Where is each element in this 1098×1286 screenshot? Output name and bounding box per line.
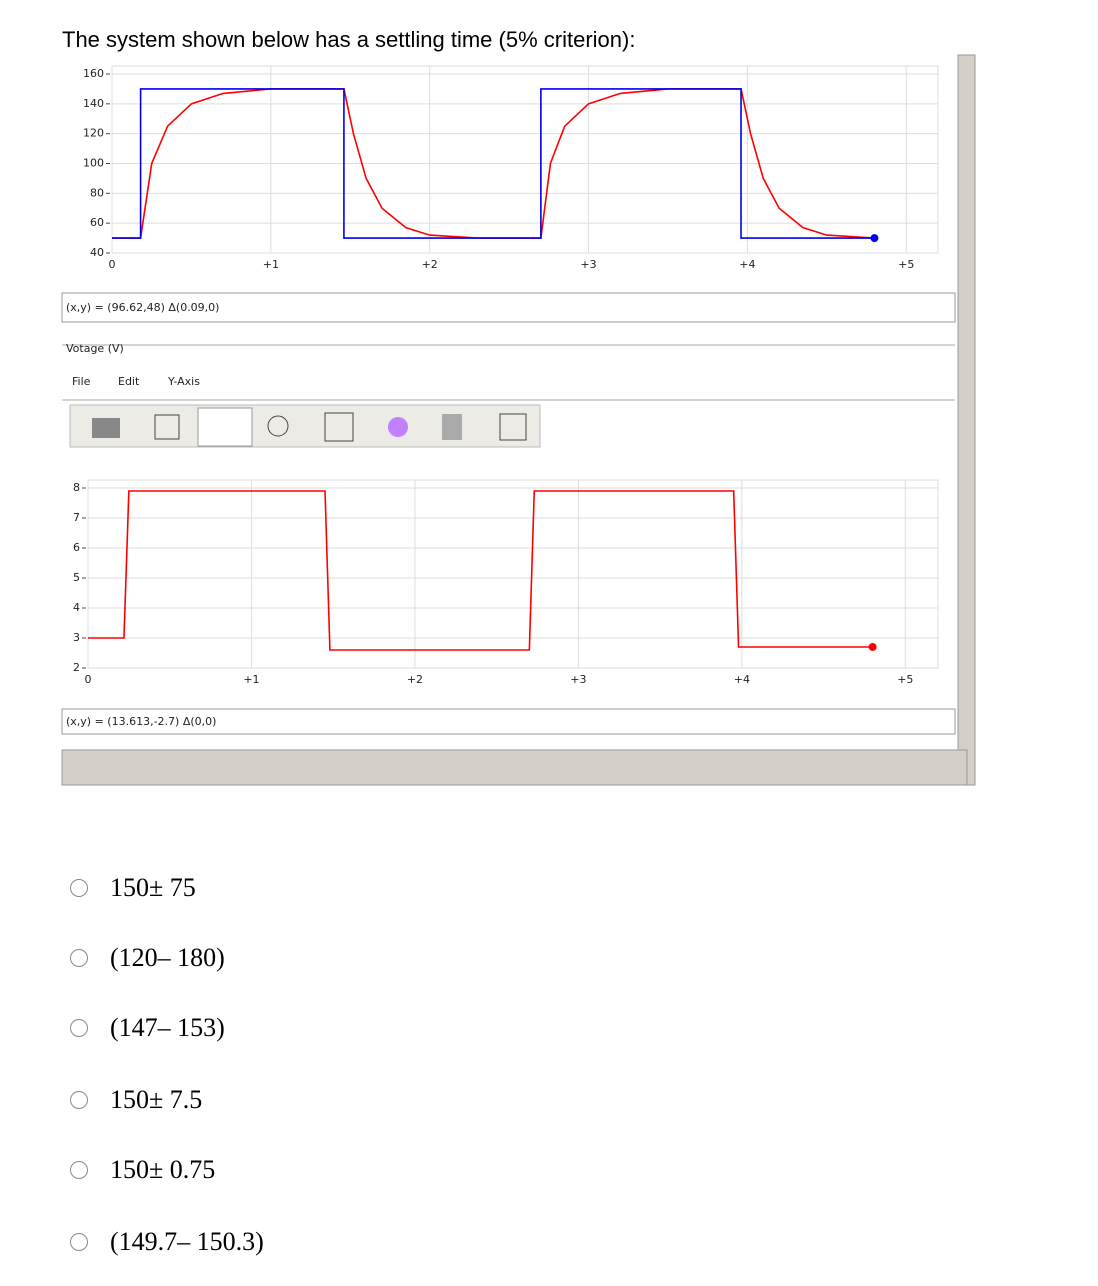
status-box: [61, 292, 956, 323]
radio[interactable]: [70, 879, 88, 897]
option[interactable]: 150± 7.5: [70, 1085, 202, 1115]
x-tick-label: +2: [407, 673, 423, 686]
option[interactable]: (147– 153): [70, 1013, 225, 1043]
x-tick-label: +5: [897, 673, 913, 686]
y-tick-label: 80: [90, 186, 104, 199]
option[interactable]: (120– 180): [70, 943, 225, 973]
panel-title: Votage (V): [66, 342, 124, 355]
footer-bar: [61, 749, 968, 786]
y-tick-label: 4: [73, 601, 80, 614]
tool-icon[interactable]: [442, 414, 462, 440]
x-tick-label: +3: [580, 258, 596, 271]
y-tick-label: 5: [73, 571, 80, 584]
option-label[interactable]: (147– 153): [110, 1013, 225, 1042]
y-tick-label: 120: [83, 127, 104, 140]
x-tick-label: +2: [422, 258, 438, 271]
screenshot: (x,y) = (96.62,48) Δ(0.09,0) Votage (V) …: [60, 54, 976, 786]
x-tick-label: +3: [570, 673, 586, 686]
y-tick-label: 40: [90, 246, 104, 259]
y-tick-label: 60: [90, 216, 104, 229]
toolbar: [69, 404, 541, 448]
tool-icon[interactable]: [267, 415, 289, 437]
scrollbar: [957, 54, 976, 786]
option-label[interactable]: (149.7– 150.3): [110, 1227, 264, 1256]
x-tick-label: +1: [243, 673, 259, 686]
x-tick-label: +4: [734, 673, 750, 686]
y-tick-label: 6: [73, 541, 80, 554]
option-label[interactable]: (120– 180): [110, 943, 225, 972]
status: (x,y) = (13.613,-2.7) Δ(0,0): [66, 715, 216, 728]
x-tick-label: 0: [109, 258, 116, 271]
y-tick-label: 140: [83, 97, 104, 110]
menu-item[interactable]: Edit: [118, 375, 140, 388]
radio[interactable]: [70, 1161, 88, 1179]
line: [88, 490, 873, 651]
end-marker: [870, 234, 879, 243]
end-marker: [868, 643, 877, 651]
radio[interactable]: [70, 1233, 88, 1251]
menu-item[interactable]: File: [72, 375, 91, 388]
radio[interactable]: [70, 1019, 88, 1037]
y-tick-label: 7: [73, 511, 80, 524]
x-tick-label: +1: [263, 258, 279, 271]
option-label[interactable]: 150± 7.5: [110, 1085, 203, 1114]
tool-icon[interactable]: [154, 414, 180, 440]
radio[interactable]: [70, 1091, 88, 1109]
tool-icon[interactable]: [324, 412, 354, 442]
option-label[interactable]: 150± 0.75: [110, 1155, 216, 1184]
tool-icon[interactable]: [197, 407, 253, 447]
question: The system shown below has a settling ti…: [62, 27, 636, 52]
option[interactable]: 150± 0.75: [70, 1155, 215, 1185]
tool-icon[interactable]: [499, 413, 527, 441]
option-label[interactable]: 150± 75: [110, 873, 196, 902]
status-box: [61, 708, 956, 735]
tool-icon[interactable]: [388, 417, 408, 437]
y-tick-label: 160: [83, 67, 104, 80]
x-tick-label: +5: [898, 258, 914, 271]
x-tick-label: +4: [739, 258, 755, 271]
y-tick-label: 8: [73, 481, 80, 494]
y-tick-label: 100: [83, 157, 104, 170]
plot-area: [111, 65, 939, 254]
tool-icon[interactable]: [92, 418, 120, 438]
option[interactable]: 150± 75: [70, 873, 196, 903]
plot-area: [87, 479, 939, 669]
y-tick-label: 3: [73, 631, 80, 644]
y-tick-label: 2: [73, 661, 80, 674]
radio[interactable]: [70, 949, 88, 967]
option[interactable]: (149.7– 150.3): [70, 1227, 264, 1257]
menu-item[interactable]: Y-Axis: [167, 375, 200, 388]
status: (x,y) = (96.62,48) Δ(0.09,0): [66, 301, 219, 314]
x-tick-label: 0: [85, 673, 92, 686]
line: [112, 88, 875, 239]
